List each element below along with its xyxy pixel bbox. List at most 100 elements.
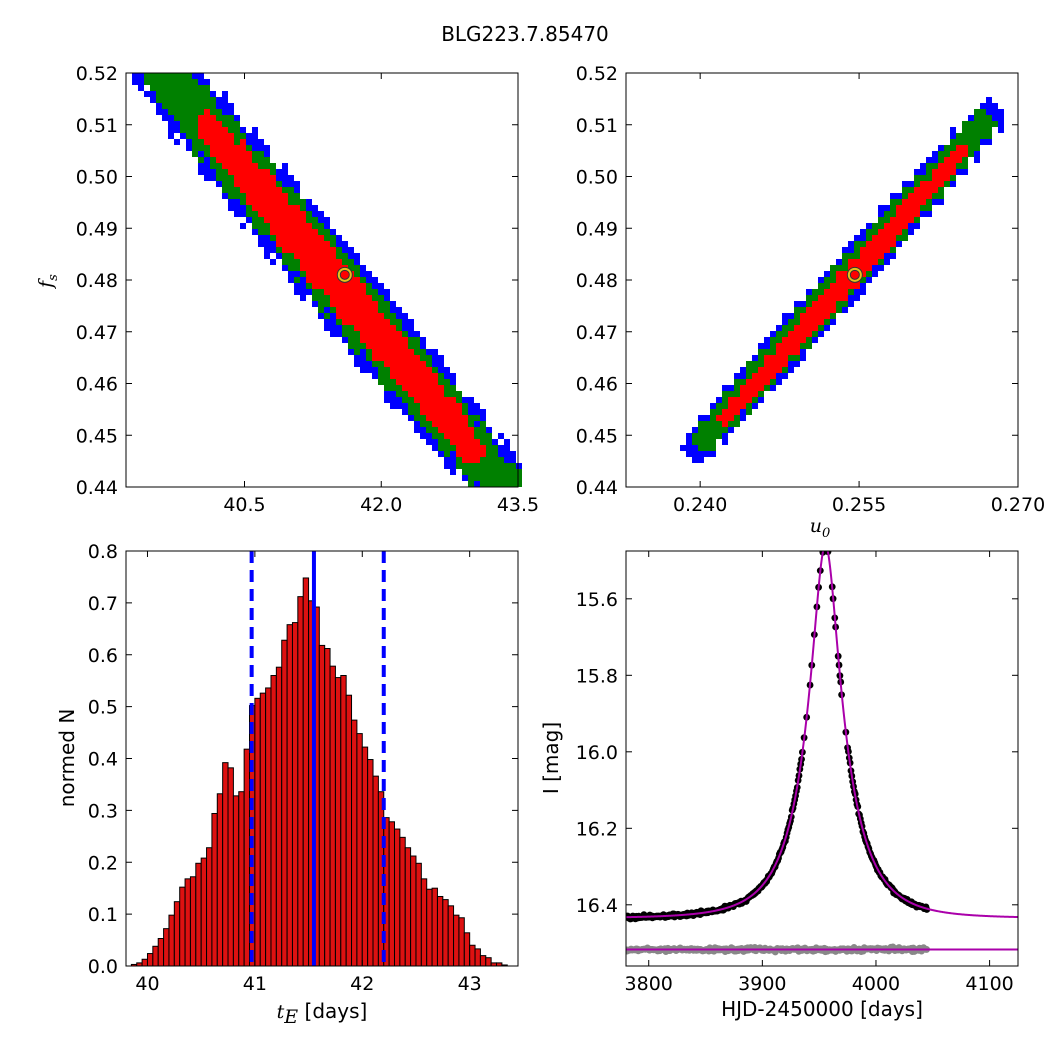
confidence-cell (734, 421, 740, 427)
confidence-cell (426, 421, 432, 427)
confidence-cell (402, 313, 408, 319)
confidence-cell (360, 265, 366, 271)
confidence-cell (926, 181, 932, 187)
confidence-cell (162, 79, 168, 85)
histogram-bar (372, 775, 379, 966)
confidence-cell (378, 307, 384, 313)
confidence-cell (234, 205, 240, 211)
confidence-cell (752, 385, 758, 391)
confidence-cell (288, 175, 294, 181)
confidence-cell (444, 415, 450, 421)
confidence-cell (246, 133, 252, 139)
confidence-cell (378, 283, 384, 289)
confidence-cell (360, 355, 366, 361)
confidence-cell (234, 169, 240, 175)
confidence-cell (282, 229, 288, 235)
confidence-cell (920, 181, 926, 187)
confidence-cell (974, 115, 980, 121)
confidence-cell (276, 241, 282, 247)
confidence-cell (354, 355, 360, 361)
confidence-cell (396, 361, 402, 367)
confidence-cell (330, 325, 336, 331)
histogram-bar (501, 964, 508, 966)
confidence-cell (348, 277, 354, 283)
confidence-cell (360, 313, 366, 319)
histogram-bar (356, 733, 363, 966)
confidence-cell (896, 211, 902, 217)
confidence-cell (770, 367, 776, 373)
histogram-bar (265, 687, 272, 966)
confidence-cell (788, 349, 794, 355)
confidence-cell (306, 259, 312, 265)
confidence-cell (950, 139, 956, 145)
confidence-cell (258, 223, 264, 229)
confidence-cell (432, 439, 438, 445)
confidence-cell (318, 295, 324, 301)
confidence-cell (758, 385, 764, 391)
confidence-cell (740, 373, 746, 379)
confidence-cell (168, 85, 174, 91)
confidence-cell (162, 91, 168, 97)
confidence-cell (956, 145, 962, 151)
confidence-cell (420, 409, 426, 415)
confidence-cell (300, 283, 306, 289)
confidence-cell (944, 169, 950, 175)
confidence-cell (396, 325, 402, 331)
confidence-cell (372, 331, 378, 337)
confidence-cell (902, 193, 908, 199)
confidence-cell (228, 121, 234, 127)
confidence-cell (800, 337, 806, 343)
confidence-cell (764, 367, 770, 373)
confidence-cell (980, 121, 986, 127)
confidence-cell (884, 217, 890, 223)
confidence-cell (132, 79, 138, 85)
confidence-cell (390, 307, 396, 313)
confidence-cell (450, 391, 456, 397)
confidence-cell (408, 385, 414, 391)
confidence-cell (288, 187, 294, 193)
confidence-cell (372, 349, 378, 355)
confidence-cell (288, 199, 294, 205)
confidence-cell (186, 127, 192, 133)
confidence-cell (992, 121, 998, 127)
confidence-cell (204, 109, 210, 115)
confidence-cell (252, 205, 258, 211)
confidence-cell (264, 229, 270, 235)
confidence-cell (174, 103, 180, 109)
confidence-cell (474, 421, 480, 427)
confidence-cell (776, 379, 782, 385)
confidence-cell (192, 145, 198, 151)
confidence-cell (204, 175, 210, 181)
confidence-cell (156, 73, 162, 79)
confidence-cell (378, 295, 384, 301)
confidence-cell (390, 379, 396, 385)
confidence-cell (788, 313, 794, 319)
confidence-cell (186, 139, 192, 145)
confidence-cell (408, 331, 414, 337)
confidence-cell (402, 379, 408, 385)
confidence-cell (234, 163, 240, 169)
confidence-cell (698, 445, 704, 451)
confidence-cell (968, 151, 974, 157)
confidence-cell (324, 319, 330, 325)
confidence-cell (300, 265, 306, 271)
confidence-cell (306, 289, 312, 295)
confidence-cell (252, 145, 258, 151)
histogram-bar (232, 795, 240, 966)
confidence-cell (354, 271, 360, 277)
confidence-cell (204, 169, 210, 175)
confidence-cell (402, 325, 408, 331)
confidence-cell (240, 193, 246, 199)
confidence-cell (300, 247, 306, 253)
confidence-cell (360, 337, 366, 343)
confidence-cell (986, 115, 992, 121)
histogram-bar (222, 762, 229, 966)
confidence-cell (818, 289, 824, 295)
confidence-cell (246, 211, 252, 217)
confidence-cell (384, 385, 390, 391)
confidence-cell (806, 289, 812, 295)
confidence-cell (228, 157, 234, 163)
confidence-cell (168, 109, 174, 115)
confidence-cell (842, 259, 848, 265)
confidence-cell (866, 265, 872, 271)
